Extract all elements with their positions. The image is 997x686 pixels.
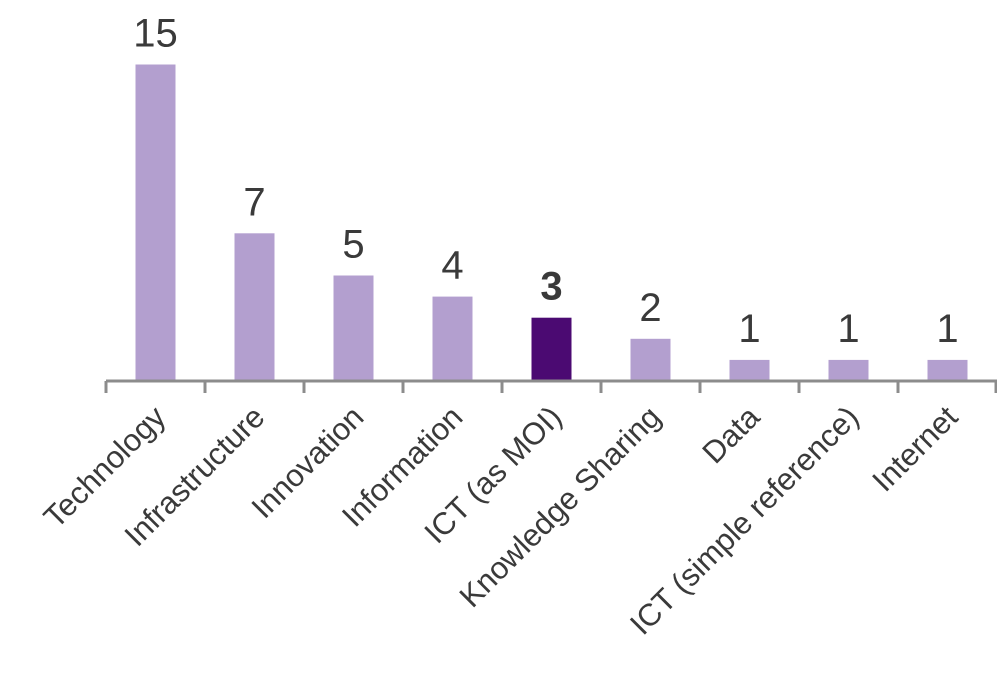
category-label: Data [695, 399, 767, 471]
value-labels-group: 15 7 5 4 3 2 1 1 1 [133, 12, 958, 351]
bar [333, 275, 374, 381]
bar [531, 317, 572, 381]
bar-value-label: 1 [936, 307, 958, 351]
bar [630, 338, 671, 381]
bar-value-label: 7 [243, 180, 265, 224]
bar [927, 359, 968, 381]
bar-value-label: 2 [639, 286, 661, 330]
bar-value-label: 3 [540, 265, 562, 309]
bar [135, 64, 176, 381]
category-label: Internet [865, 399, 964, 498]
bar [828, 359, 869, 381]
bar-value-label: 1 [738, 307, 760, 351]
bar [432, 296, 473, 381]
x-axis-ticks [104, 381, 997, 393]
category-labels-group: TechnologyInfrastructureInnovationInform… [37, 399, 965, 642]
bars-group [135, 64, 968, 381]
bar-value-label: 1 [837, 307, 859, 351]
bar-value-label: 4 [441, 244, 463, 288]
bar-value-label: 5 [342, 223, 364, 267]
bar [234, 233, 275, 381]
bar [729, 359, 770, 381]
bar-value-label: 15 [133, 12, 178, 56]
